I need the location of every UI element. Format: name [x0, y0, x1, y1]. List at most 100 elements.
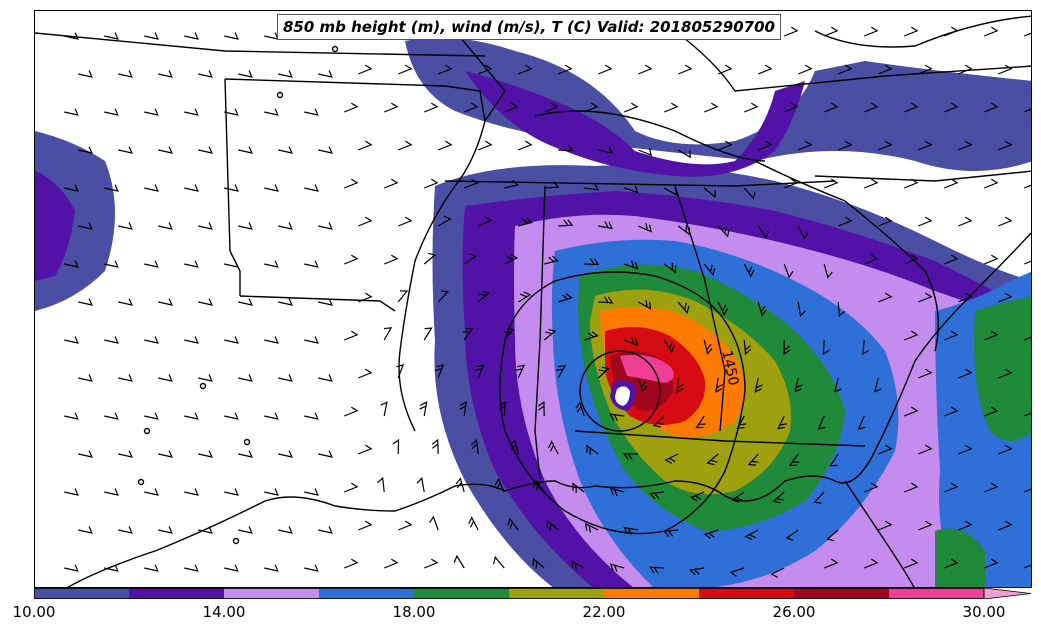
wind-barb: [663, 339, 675, 354]
wind-barb: [715, 377, 724, 393]
wind-barb: [158, 374, 173, 382]
wind-barb: [264, 184, 279, 192]
wind-barb: [357, 368, 373, 379]
wind-barb: [184, 32, 199, 40]
wind-barb: [477, 216, 493, 227]
wind-barb: [1023, 559, 1031, 569]
shade-18-20-east: [974, 296, 1031, 441]
wind-barb: [1023, 27, 1031, 37]
wind-barb: [224, 32, 239, 40]
wind-barb: [504, 179, 520, 189]
colorbar-segment: [319, 588, 414, 599]
wind-barb: [706, 453, 719, 466]
wind-barb: [817, 415, 826, 430]
colorbar-tick-label: 26.00: [772, 603, 816, 621]
contour-low-center: [579, 350, 661, 432]
wind-barb: [462, 327, 474, 341]
wind-barb: [118, 298, 133, 306]
wind-barb: [477, 64, 493, 75]
wind-barb: [826, 529, 839, 542]
wind-barb: [957, 368, 973, 379]
wind-barb: [533, 479, 545, 493]
wind-barb: [677, 224, 691, 236]
wind-barb: [437, 215, 452, 227]
wind-barb: [943, 102, 959, 113]
wind-barb: [343, 406, 359, 417]
wind-barb: [184, 564, 199, 572]
wind-barb: [1023, 179, 1031, 189]
wind-barb: [546, 519, 559, 531]
wind-barb: [238, 526, 253, 534]
wind-barb: [318, 146, 333, 154]
wind-barb: [1023, 407, 1031, 417]
wind-barb: [917, 216, 933, 227]
wind-barb: [783, 26, 799, 37]
wind-barb: [797, 301, 806, 318]
wind-barb: [64, 488, 79, 496]
wind-barb: [943, 406, 959, 417]
wind-barb: [1023, 103, 1031, 113]
wind-barb: [823, 263, 833, 279]
wind-barb: [743, 187, 756, 200]
wind-barb: [598, 296, 614, 304]
wind-barb: [224, 336, 239, 344]
wind-barb: [609, 487, 625, 497]
wind-barb: [118, 70, 133, 78]
wind-barb: [903, 330, 919, 341]
wind-barb: [184, 488, 199, 496]
state-line-ar-la: [239, 295, 396, 312]
wind-barb: [783, 178, 799, 189]
wind-barb: [304, 260, 319, 268]
wind-barb: [104, 564, 119, 572]
wind-barb: [343, 558, 359, 569]
wind-barb: [903, 102, 919, 113]
wind-barb: [729, 567, 745, 577]
wind-barb: [544, 181, 560, 189]
wind-barb: [264, 488, 279, 496]
wind-barb: [224, 108, 239, 116]
wind-barb: [703, 339, 713, 355]
map-panel: [34, 10, 1032, 588]
wind-barb: [623, 526, 639, 535]
wind-barb: [917, 368, 933, 379]
wind-barb: [586, 444, 599, 456]
wind-barb: [1023, 331, 1031, 341]
wind-barb: [558, 144, 574, 152]
wind-barb: [757, 140, 773, 151]
wind-barb: [903, 406, 919, 417]
wind-barb: [318, 450, 333, 458]
wind-barb: [343, 330, 359, 341]
wind-barb: [78, 146, 93, 154]
wind-barb: [689, 567, 705, 576]
colorbar-tick-label: 22.00: [582, 603, 626, 621]
wind-barb: [877, 64, 893, 75]
wind-barb: [515, 364, 526, 379]
wind-barb: [743, 263, 755, 278]
wind-barb: [903, 558, 919, 569]
wind-barb: [558, 219, 574, 227]
state-line-mo: [454, 30, 506, 122]
wind-barb: [64, 564, 79, 572]
wind-barb: [957, 444, 973, 455]
wind-barb: [278, 70, 293, 78]
wind-barb: [397, 290, 409, 303]
wind-barb: [997, 64, 1013, 75]
wind-barb: [343, 178, 359, 189]
wind-barb: [663, 187, 678, 197]
wind-barb: [104, 32, 119, 40]
wind-barb: [304, 412, 319, 420]
wind-barb: [494, 477, 505, 493]
wind-barb: [754, 377, 763, 393]
wind-barb: [772, 491, 785, 504]
wind-barb: [917, 520, 933, 531]
wind-barb: [477, 140, 493, 151]
city-marker: [199, 382, 207, 390]
wind-barb: [198, 526, 213, 534]
wind-barb: [649, 566, 665, 574]
wind-barb: [357, 292, 373, 303]
wind-barb: [184, 108, 199, 116]
wind-barb: [493, 555, 505, 569]
wind-barb: [834, 377, 842, 393]
shade-12-14-west: [35, 171, 75, 281]
wind-barb: [509, 439, 519, 455]
